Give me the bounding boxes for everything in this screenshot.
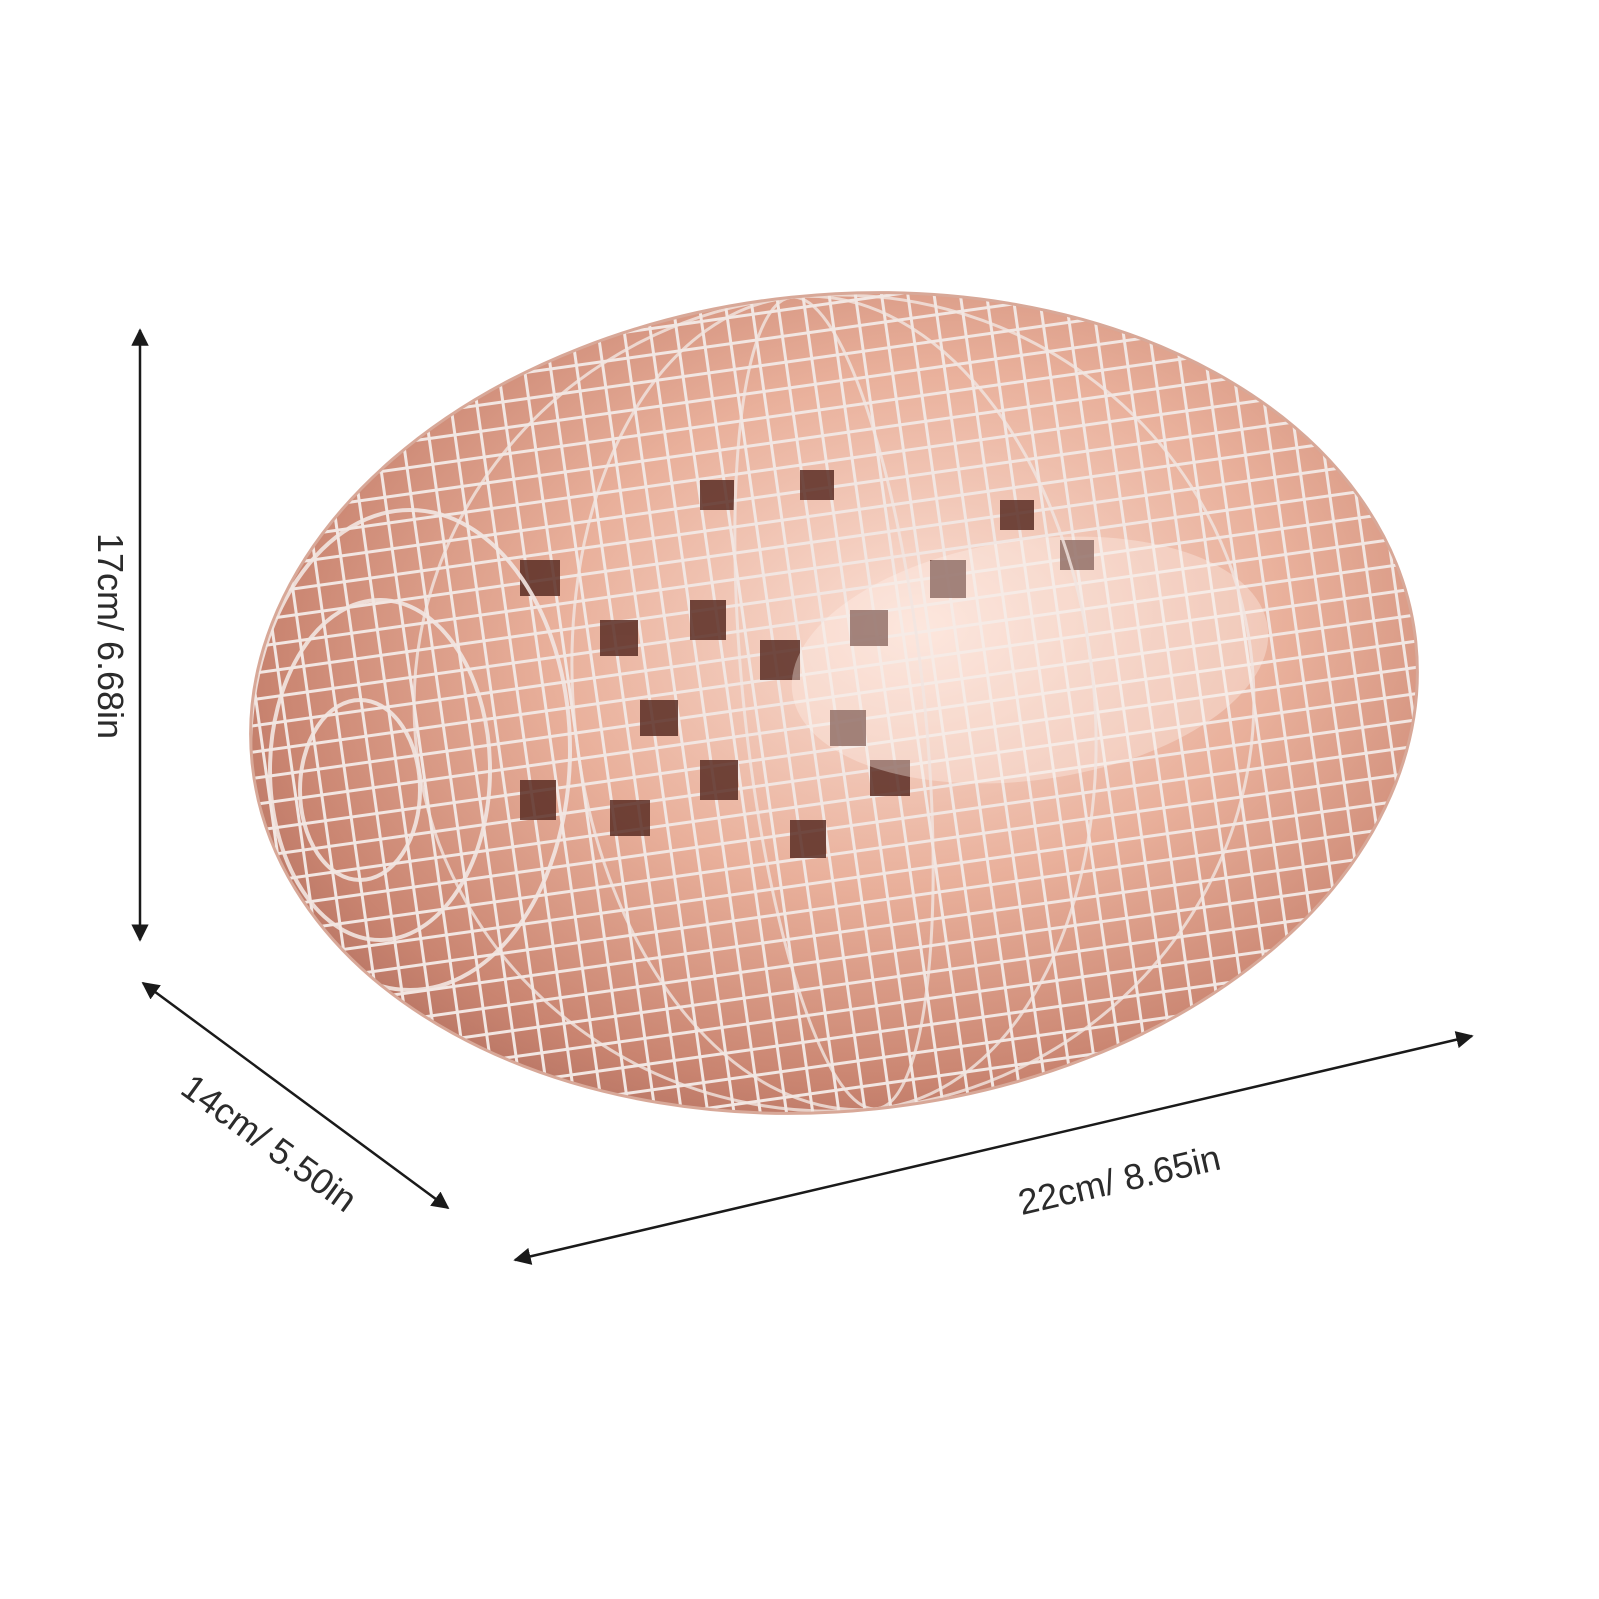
width-arrow bbox=[513, 1031, 1474, 1265]
depth-dimension: 14cm/ 5.50in bbox=[141, 981, 450, 1220]
height-label: 17cm/ 6.68in bbox=[90, 533, 131, 739]
dark-tiles bbox=[520, 470, 1094, 858]
depth-arrow bbox=[141, 981, 450, 1210]
height-dimension: 17cm/ 6.68in bbox=[90, 328, 149, 942]
depth-label: 14cm/ 5.50in bbox=[174, 1066, 365, 1220]
width-label: 22cm/ 8.65in bbox=[1014, 1137, 1224, 1223]
mirror-egg bbox=[209, 250, 1459, 1170]
